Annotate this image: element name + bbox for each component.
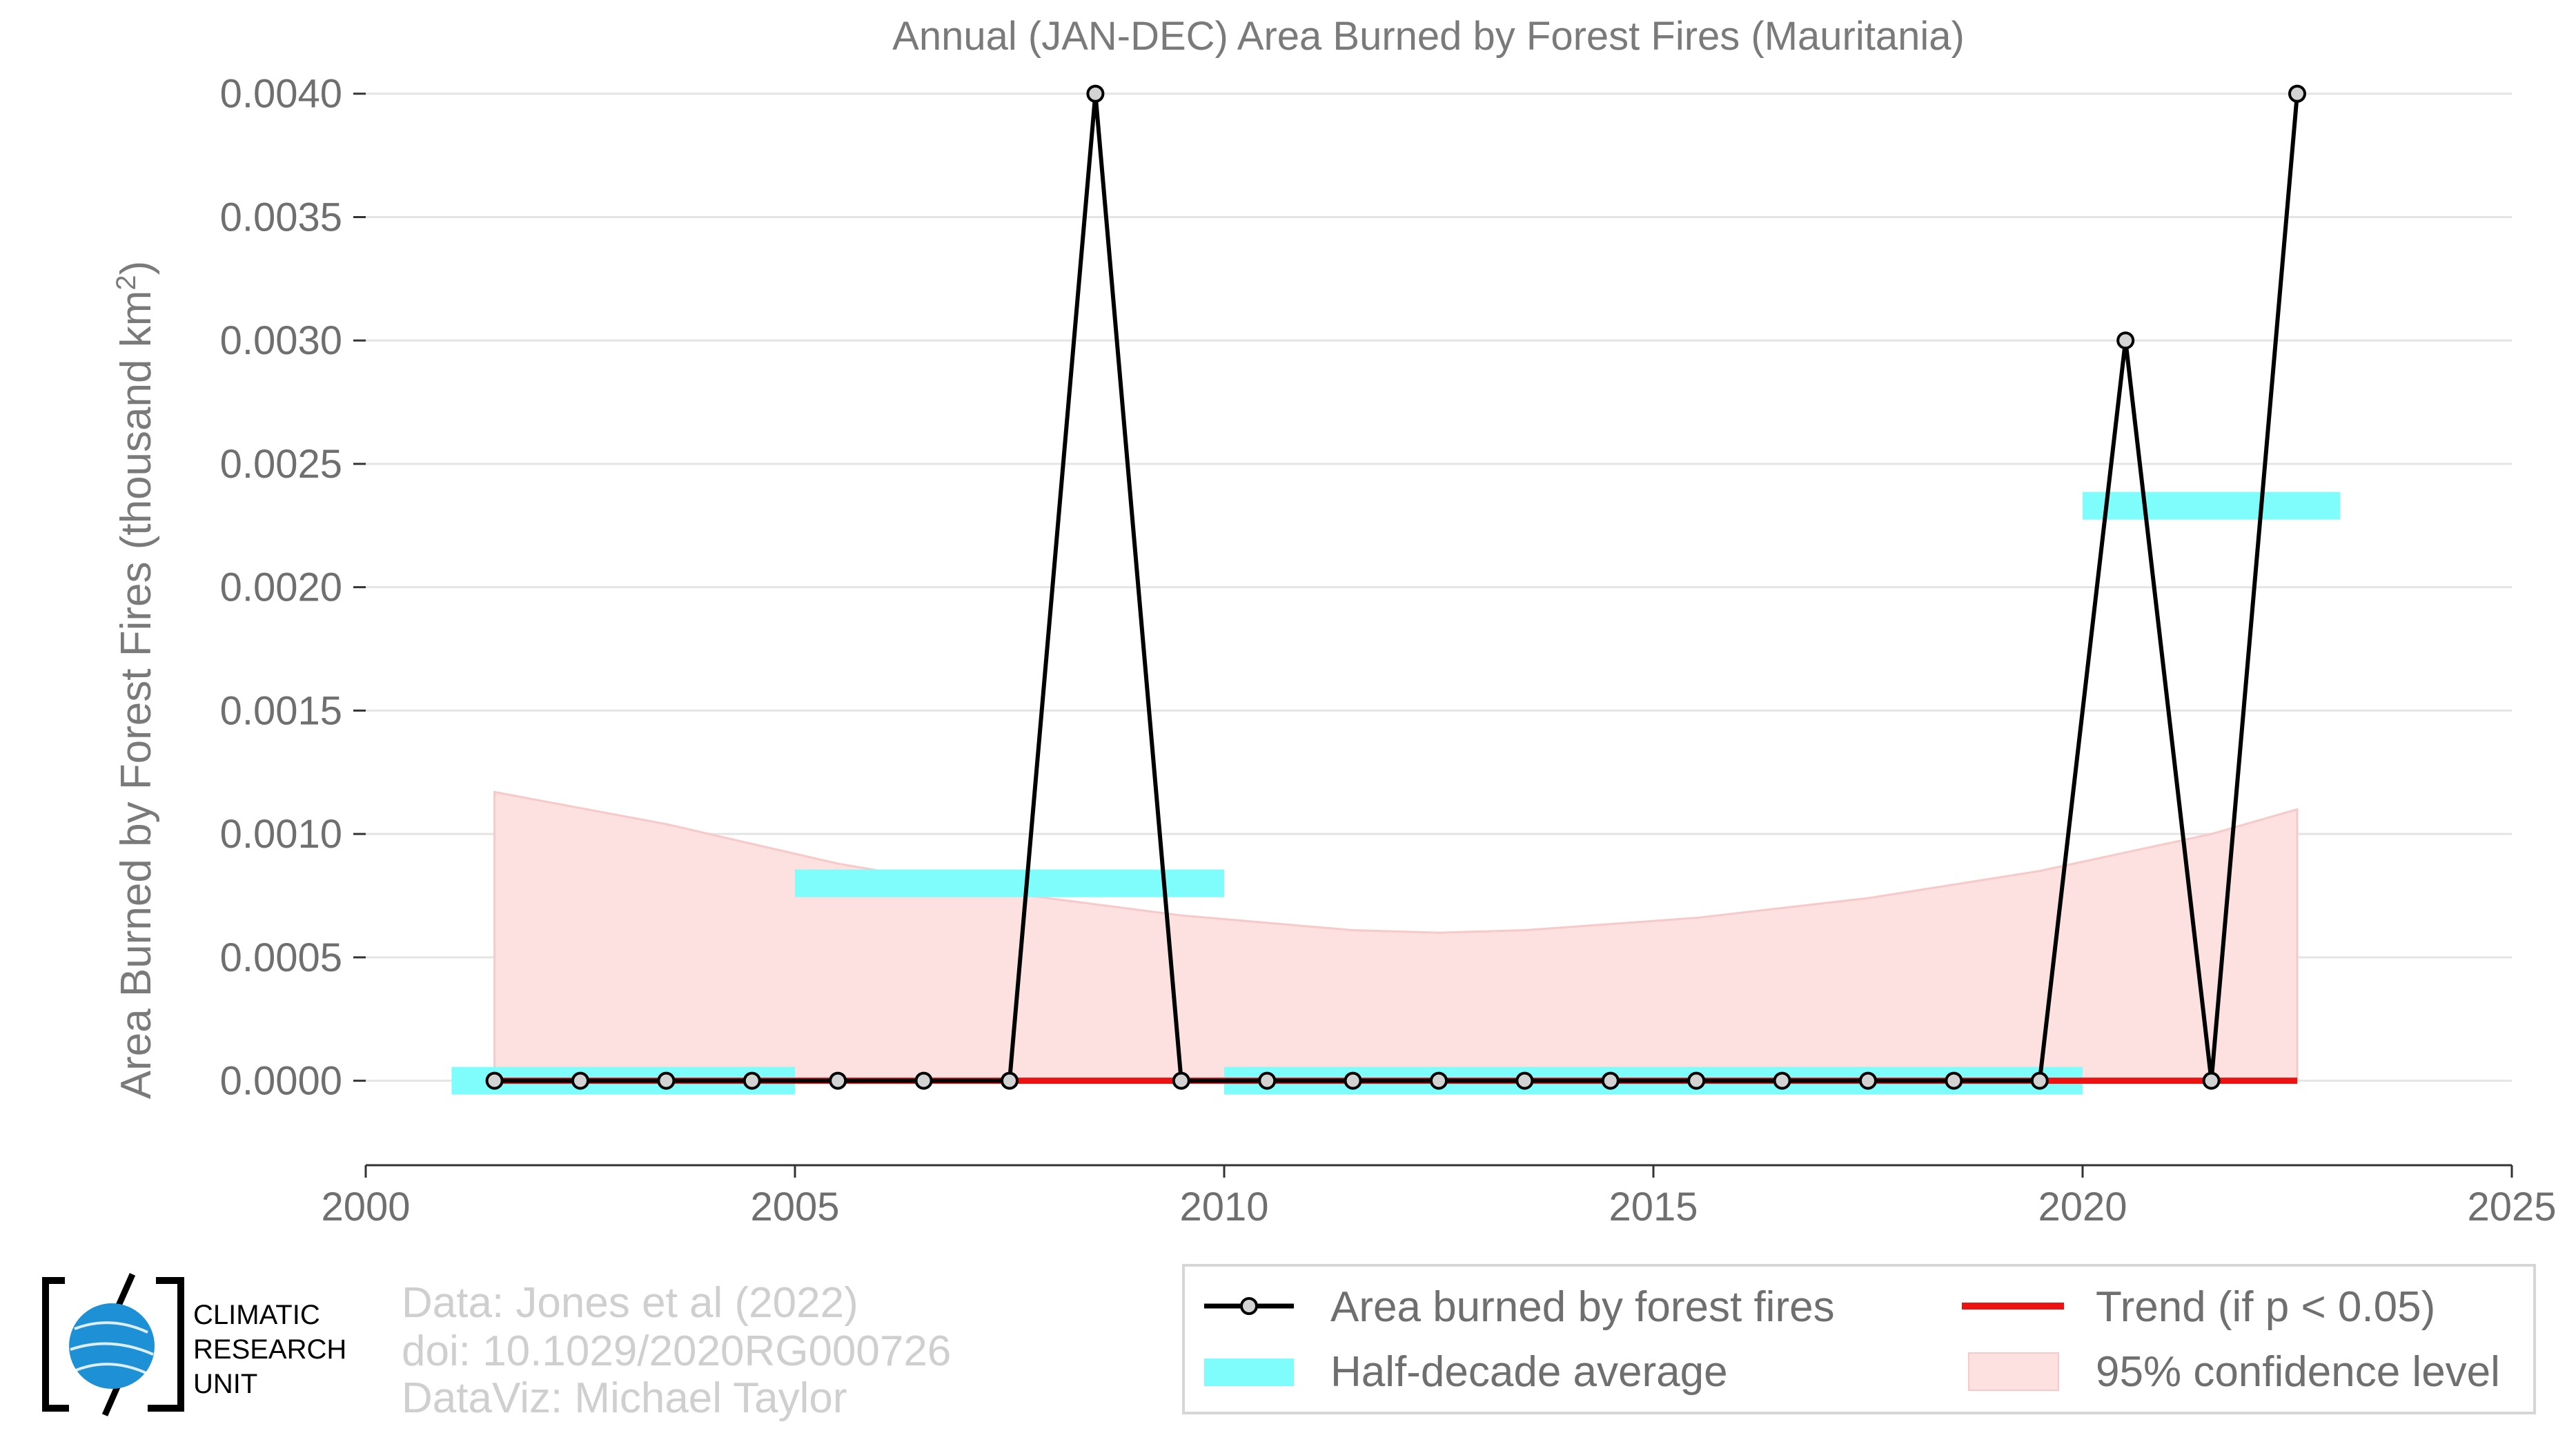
- chart-title: Annual (JAN-DEC) Area Burned by Forest F…: [892, 14, 1965, 59]
- data-point: [571, 1071, 589, 1090]
- legend-marker-swatch: [1240, 1297, 1258, 1315]
- y-tick-label: 0.0010: [220, 812, 342, 857]
- logo-bracket-right: [148, 1277, 184, 1412]
- data-point: [485, 1071, 504, 1090]
- legend-box: [1182, 1264, 2536, 1414]
- legend-label-avg: Half-decade average: [1330, 1348, 1728, 1396]
- y-axis-label: Area Burned by Forest Fires (thousand km…: [111, 261, 160, 1100]
- logo-text-unit: UNIT: [193, 1369, 257, 1399]
- x-tick-label: 2005: [750, 1185, 839, 1229]
- legend-avg-swatch: [1204, 1359, 1294, 1386]
- x-tick-label: 2025: [2467, 1185, 2556, 1229]
- logo-bracket-left: [42, 1277, 69, 1412]
- data-point: [1258, 1071, 1277, 1090]
- data-point: [829, 1071, 847, 1090]
- data-point: [1859, 1071, 1877, 1090]
- series-layer: [485, 84, 2306, 1090]
- data-point: [2030, 1071, 2049, 1090]
- data-point: [743, 1071, 761, 1090]
- axes-layer: 0.0000 0.0005 0.0010 0.0015 0.0020 0.0025 0.00…: [220, 72, 2557, 1229]
- y-tick-label: 0.0015: [220, 688, 342, 733]
- cru-logo: CLIMATIC RESEARCH UNIT: [42, 1273, 346, 1416]
- data-point: [2202, 1071, 2221, 1090]
- logo-text-research: RESEARCH: [193, 1334, 346, 1365]
- credit-dataviz: DataViz: Michael Taylor: [402, 1374, 847, 1422]
- legend-ci-swatch: [1968, 1352, 2059, 1391]
- data-point: [1344, 1071, 1362, 1090]
- half-decade-average-bar: [795, 869, 1224, 897]
- confidence-band-layer: [493, 790, 2299, 1082]
- half-decade-average-bar: [2083, 491, 2341, 520]
- data-point: [1430, 1071, 1448, 1090]
- globe-lines: [70, 1321, 154, 1375]
- credit-doi: doi: 10.1029/2020RG000726: [402, 1327, 951, 1375]
- credit-data: Data: Jones et al (2022): [402, 1279, 858, 1327]
- y-tick-label: 0.0025: [220, 442, 342, 487]
- y-tick-label: 0.0020: [220, 565, 342, 610]
- data-point: [1086, 84, 1105, 103]
- data-point: [2288, 84, 2306, 103]
- data-point: [1773, 1071, 1791, 1090]
- y-tick-label: 0.0005: [220, 935, 342, 980]
- y-axis-label-end: ): [112, 261, 160, 275]
- y-tick-label: 0.0040: [220, 72, 342, 117]
- data-point: [1945, 1071, 1963, 1090]
- y-axis-label-main: Area Burned by Forest Fires (thousand km: [112, 291, 160, 1100]
- confidence-band: [493, 790, 2299, 1082]
- legend: Area burned by forest fires Trend (if p …: [1182, 1264, 2536, 1414]
- x-tick-label: 2010: [1179, 1185, 1268, 1229]
- legend-label-trend: Trend (if p < 0.05): [2096, 1283, 2435, 1331]
- series-line: [494, 91, 2299, 1083]
- data-point: [657, 1071, 676, 1090]
- data-point: [1172, 1071, 1190, 1090]
- y-tick-label: 0.0030: [220, 318, 342, 363]
- data-point: [1515, 1071, 1534, 1090]
- x-tick-label: 2000: [321, 1185, 410, 1229]
- x-tick-label: 2015: [1609, 1185, 1698, 1229]
- y-tick-label: 0.0035: [220, 195, 342, 240]
- legend-label-area: Area burned by forest fires: [1330, 1283, 1835, 1331]
- data-point: [1001, 1071, 1019, 1090]
- data-point: [2116, 331, 2135, 350]
- x-tick-label: 2020: [2038, 1185, 2127, 1229]
- y-tick-label: 0.0000: [220, 1059, 342, 1104]
- data-point: [914, 1071, 933, 1090]
- y-axis-label-superscript: 2: [111, 275, 141, 290]
- logo-text-climatic: CLIMATIC: [193, 1300, 320, 1330]
- data-point: [1601, 1071, 1620, 1090]
- legend-label-ci: 95% confidence level: [2096, 1348, 2500, 1396]
- data-point: [1687, 1071, 1706, 1090]
